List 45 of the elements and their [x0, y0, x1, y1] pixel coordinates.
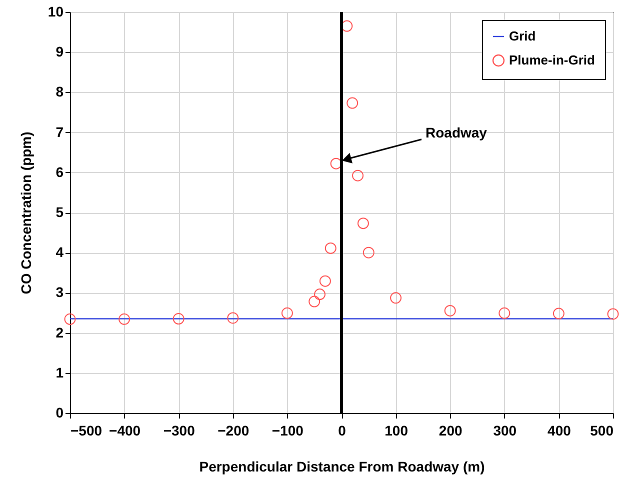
point — [64, 313, 76, 325]
y-tick-label: 6 — [56, 164, 64, 180]
x-tick-label: 400 — [548, 422, 572, 438]
y-axis-title: CO Concentration (ppm) — [18, 132, 34, 294]
y-tick-label: 10 — [48, 4, 64, 20]
x-tick-label: 100 — [384, 422, 408, 438]
y-tick-label: 0 — [56, 404, 64, 420]
point — [118, 313, 130, 325]
point — [357, 218, 369, 230]
point — [346, 97, 358, 109]
point — [314, 288, 326, 300]
x-tick-label: −100 — [272, 422, 304, 438]
y-tick-label: 7 — [56, 124, 64, 140]
annotation: Roadway — [426, 124, 488, 140]
x-tick-label: 200 — [438, 422, 462, 438]
point — [319, 275, 331, 287]
point — [352, 170, 364, 182]
x-tick-label: 0 — [338, 422, 346, 438]
point — [281, 307, 293, 319]
point — [362, 246, 374, 258]
y-tick-label: 4 — [56, 244, 64, 260]
point — [324, 242, 336, 254]
x-axis-title: Perpendicular Distance From Roadway (m) — [199, 458, 485, 474]
legend-label: Grid — [509, 28, 536, 44]
point — [390, 292, 402, 304]
x-tick-label: 300 — [493, 422, 517, 438]
point — [444, 305, 456, 316]
legend-label: Plume-in-Grid — [509, 52, 596, 68]
point — [172, 313, 184, 324]
point — [607, 308, 619, 320]
x-tick-label: −500 — [70, 422, 102, 438]
y-tick-label: 8 — [56, 84, 64, 100]
x-tick-label: 500 — [590, 422, 614, 438]
y-tick-label: 9 — [56, 44, 64, 60]
point — [498, 307, 510, 319]
point — [552, 308, 564, 320]
x-tick-label: −400 — [109, 422, 141, 438]
x-tick-label: −200 — [218, 422, 250, 438]
y-tick-label: 3 — [56, 284, 64, 300]
point — [308, 296, 320, 308]
x-tick-label: −300 — [163, 422, 196, 438]
y-tick-label: 1 — [56, 364, 64, 380]
y-tick-label: 2 — [56, 324, 64, 340]
point — [227, 312, 239, 324]
y-tick-label: 5 — [56, 204, 64, 220]
